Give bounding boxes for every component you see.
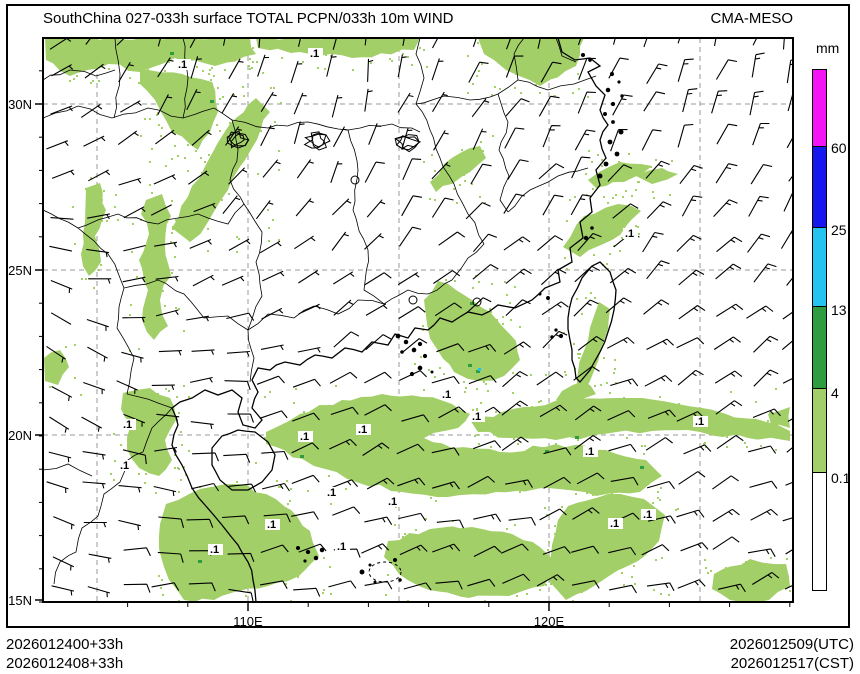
province-borders	[43, 38, 597, 585]
figure-border	[6, 4, 850, 628]
init-time-run-a: 2026012400+33h	[6, 636, 124, 653]
svg-text:.1: .1	[178, 59, 187, 71]
map-frame	[42, 37, 794, 603]
svg-text:.1: .1	[327, 487, 336, 499]
colorbar-segment	[812, 472, 827, 591]
valid-time-cst: 2026012517(CST)	[730, 655, 854, 672]
svg-text:.1: .1	[585, 446, 594, 458]
precip-heavy-specks	[170, 52, 644, 563]
colorbar-unit-label: mm	[816, 40, 840, 56]
model-name: CMA-MESO	[710, 10, 794, 27]
paracel-atoll	[368, 561, 402, 583]
taiwan-island	[567, 261, 617, 383]
lat-label: 25N	[8, 263, 32, 278]
precip-cyan-specks	[478, 368, 481, 371]
svg-text:.1: .1	[695, 416, 704, 428]
svg-text:.1: .1	[310, 48, 319, 60]
svg-text:.1: .1	[643, 509, 652, 521]
precip-layer	[44, 38, 793, 602]
lon-label: 110E	[233, 614, 263, 629]
island-dots	[295, 52, 624, 584]
svg-text:.1: .1	[337, 541, 346, 553]
colorbar-label: 25	[831, 222, 847, 238]
contour-labels: .1 .1 .1 .1 .1 .1 .1 .1 .1 .1 .1 .1 .1 .1 .1 .1 .1 .1	[118, 48, 708, 556]
svg-text:.1: .1	[267, 519, 276, 531]
colorbar-label: 60	[831, 140, 847, 156]
svg-text:.1: .1	[120, 460, 129, 472]
colorbar-label: 4	[831, 385, 839, 401]
colorbar-segment	[812, 69, 827, 147]
lat-label: 15N	[8, 593, 32, 608]
valid-time-utc: 2026012509(UTC)	[729, 636, 854, 653]
lakes	[226, 130, 422, 153]
colorbar-segment	[812, 227, 827, 307]
svg-text:.1: .1	[123, 419, 132, 431]
svg-text:.1: .1	[388, 496, 397, 508]
colorbar-segment	[812, 146, 827, 228]
svg-text:.1: .1	[300, 431, 309, 443]
colorbar-segment	[812, 388, 827, 473]
colorbar-segment	[812, 306, 827, 389]
figure-title: SouthChina 027-033h surface TOTAL PCPN/0…	[43, 10, 454, 27]
svg-text:.1: .1	[358, 424, 367, 436]
svg-text:.1: .1	[610, 518, 619, 530]
city-markers	[350, 175, 482, 307]
lat-label: 20N	[8, 428, 32, 443]
map-layers: .1 .1 .1 .1 .1 .1 .1 .1 .1 .1 .1 .1 .1 .1 .1 .1 .1 .1	[43, 38, 793, 602]
colorbar	[812, 69, 827, 591]
hainan-island	[211, 429, 276, 491]
lon-label: 120E	[534, 614, 565, 629]
svg-text:.1: .1	[210, 544, 219, 556]
svg-text:.1: .1	[472, 411, 481, 423]
colorbar-label: 13	[831, 302, 847, 318]
colorbar-label: 0.1	[831, 470, 851, 486]
lat-label: 30N	[8, 97, 32, 112]
axes: 30N 25N 20N 15N 110E 120E	[8, 70, 791, 629]
svg-text:.1: .1	[625, 228, 634, 240]
coastline	[171, 38, 617, 602]
svg-text:.1: .1	[442, 389, 451, 401]
init-time-run-b: 2026012408+33h	[6, 655, 124, 672]
